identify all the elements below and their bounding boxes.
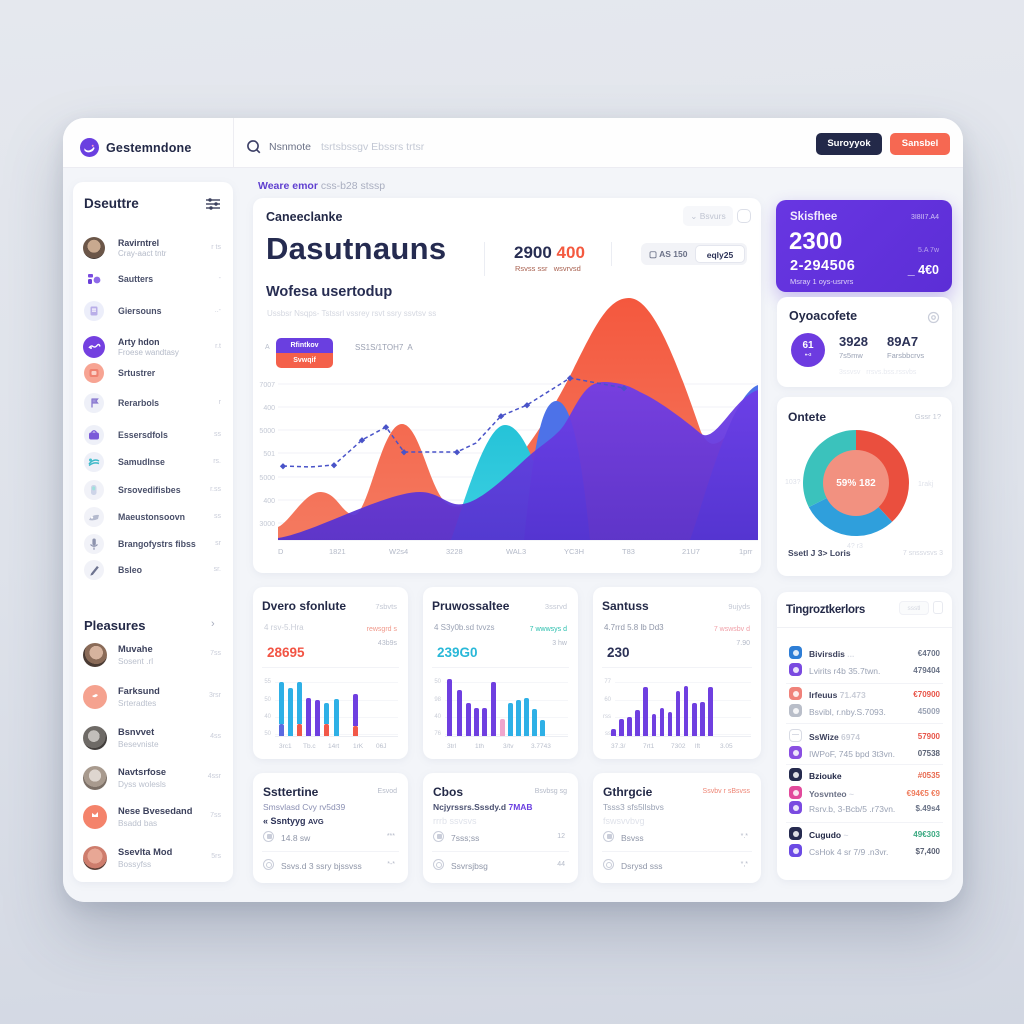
svg-text:T83: T83 — [622, 547, 635, 556]
svg-text:3000: 3000 — [259, 521, 275, 528]
svg-text:3228: 3228 — [446, 547, 463, 556]
svg-text:1prr: 1prr — [739, 547, 753, 556]
svg-text:WAL3: WAL3 — [506, 547, 526, 556]
svg-text:5000: 5000 — [259, 475, 275, 482]
svg-text:1821: 1821 — [329, 547, 346, 556]
svg-text:7007: 7007 — [259, 382, 275, 389]
svg-text:5000: 5000 — [259, 428, 275, 435]
svg-text:YC3H: YC3H — [564, 547, 584, 556]
svg-text:D: D — [278, 547, 284, 556]
svg-text:400: 400 — [263, 405, 275, 412]
svg-text:501: 501 — [263, 451, 275, 458]
svg-text:400: 400 — [263, 498, 275, 505]
svg-text:W2s4: W2s4 — [389, 547, 408, 556]
svg-text:21U7: 21U7 — [682, 547, 700, 556]
svg-text:59% 182: 59% 182 — [836, 478, 876, 489]
